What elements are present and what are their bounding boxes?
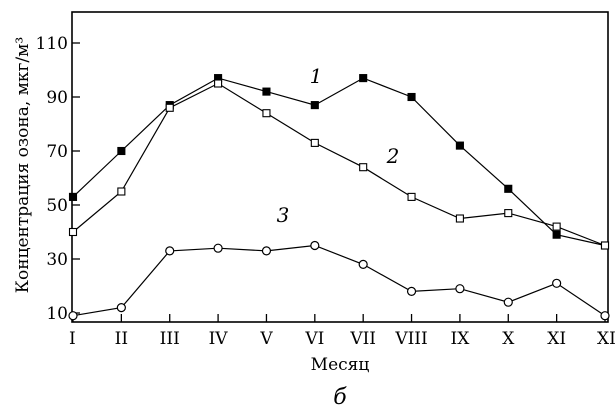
data-point	[310, 101, 319, 110]
data-point	[455, 141, 464, 150]
data-point	[116, 303, 126, 313]
x-tick-label: III	[160, 329, 180, 349]
data-point	[504, 209, 513, 218]
data-point	[68, 192, 78, 201]
data-point	[359, 163, 368, 172]
data-point	[504, 184, 513, 193]
data-point	[455, 214, 464, 223]
series-3	[68, 240, 610, 321]
data-point	[213, 243, 223, 253]
series-label-3: 3	[277, 203, 290, 227]
series-line	[72, 77, 606, 247]
y-tick-label: 70	[46, 142, 68, 162]
axes-frame	[71, 11, 609, 323]
series-2	[68, 79, 610, 250]
data-point	[503, 297, 513, 307]
data-point	[68, 311, 78, 321]
series-label-1: 1	[310, 64, 323, 88]
series-label-2: 2	[386, 144, 400, 168]
data-point	[407, 92, 416, 102]
data-point	[552, 278, 562, 288]
plot-frame	[71, 11, 609, 323]
y-tick-label: 30	[46, 250, 68, 270]
x-tick-label: IV	[209, 329, 229, 349]
data-point	[310, 138, 319, 147]
data-point	[261, 246, 272, 256]
data-point	[68, 227, 78, 237]
data-point	[358, 259, 368, 269]
x-tick-label: VII	[349, 329, 376, 349]
data-point	[262, 87, 271, 96]
series-1	[68, 74, 610, 250]
data-point	[359, 74, 368, 83]
x-tick-label: XII	[597, 329, 616, 349]
data-point	[165, 103, 174, 112]
x-tick-label: VI	[304, 329, 324, 349]
data-point	[407, 192, 416, 201]
x-axis-ticks: IIIIIIIVVVIVIIVIIIIXXXIXII	[69, 314, 616, 349]
data-point	[600, 311, 610, 321]
data-point	[310, 240, 320, 251]
data-point	[455, 284, 465, 294]
panel-label: б	[333, 385, 347, 410]
x-axis-title: Месяц	[311, 355, 370, 375]
data-point	[600, 241, 610, 250]
data-point	[552, 230, 561, 239]
data-point	[552, 222, 561, 231]
y-axis-ticks: 10 30 50 70 90 110	[36, 34, 80, 324]
x-tick-label: X	[502, 329, 515, 349]
series-line	[72, 244, 606, 317]
y-tick-label: 110	[36, 34, 68, 54]
data-point	[117, 187, 126, 196]
x-tick-label: IX	[450, 329, 470, 349]
y-tick-label: 50	[46, 196, 68, 216]
y-axis-title: Концентрация озона, мкг/м³	[13, 37, 33, 293]
data-point	[117, 146, 126, 156]
x-tick-label: I	[69, 329, 76, 349]
x-tick-label: II	[115, 329, 128, 349]
data-point	[262, 109, 271, 118]
y-tick-label: 10	[46, 304, 68, 324]
labels-layer: 1 2 3	[277, 64, 400, 227]
x-tick-label: XI	[547, 329, 566, 349]
series-layer	[68, 74, 610, 321]
x-tick-label: VIII	[394, 329, 427, 349]
series-line	[72, 82, 606, 247]
data-point	[165, 246, 175, 256]
y-tick-label: 90	[46, 88, 68, 108]
data-point	[214, 79, 223, 88]
data-point	[406, 286, 417, 296]
x-tick-label: V	[259, 329, 273, 349]
